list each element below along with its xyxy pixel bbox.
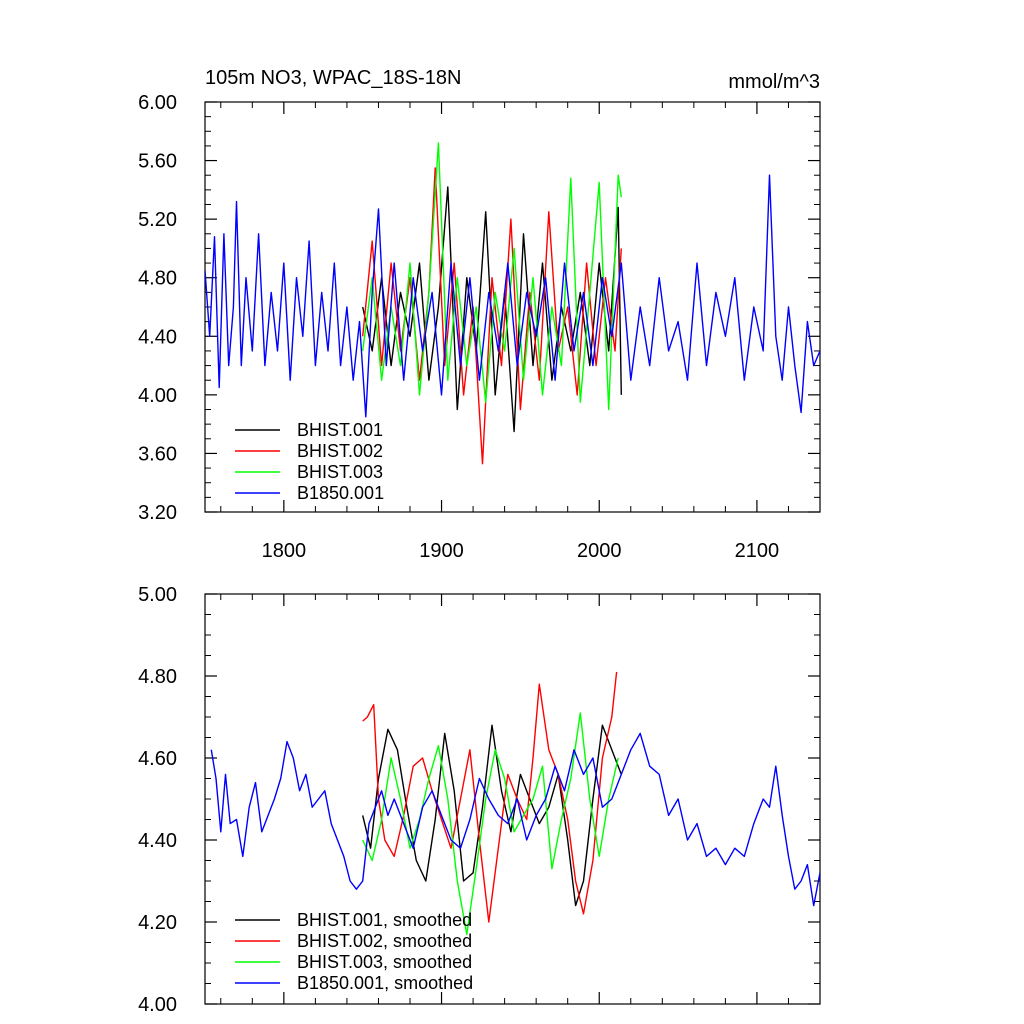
y-tick-label: 5.60 [138,151,177,173]
x-tick-label: 1900 [419,540,464,562]
y-tick-label: 4.60 [138,748,177,770]
legend-label: BHIST.003, smoothed [297,952,472,972]
series-line-b1850-001 [205,174,820,418]
top-panel-units: mmol/m^3 [728,71,820,93]
x-tick-label: 1800 [262,540,307,562]
x-tick-label: 2100 [735,540,780,562]
series-line-bhist-003-smoothed [362,712,619,935]
y-tick-label: 3.60 [138,443,177,465]
legend-label: B1850.001 [297,483,384,503]
series-line-bhist-002-smoothed [362,671,618,923]
series-line-b1850-001-smoothed [210,732,820,907]
legend-label: B1850.001, smoothed [297,973,473,993]
top-panel-title: 105m NO3, WPAC_18S-18N [205,67,461,89]
y-tick-label: 5.20 [138,209,177,231]
y-tick-label: 4.20 [138,912,177,934]
y-tick-label: 4.40 [138,830,177,852]
legend-label: BHIST.001, smoothed [297,910,472,930]
legend-label: BHIST.002, smoothed [297,931,472,951]
series-line-bhist-003 [362,142,622,411]
x-tick-label: 2000 [577,540,622,562]
legend-label: BHIST.003 [297,462,383,482]
top-panel: 105m NO3, WPAC_18S-18N mmol/m^3 3.20 3.60… [138,67,821,562]
y-tick-label: 4.40 [138,326,177,348]
y-tick-label: 4.80 [138,268,177,290]
y-tick-label: 4.00 [138,994,177,1016]
y-tick-label: 3.20 [138,502,177,524]
y-tick-label: 4.80 [138,666,177,688]
bottom-panel: 4.00 4.20 4.40 4.60 4.80 5.00 BHIST.001, smoot… [138,584,821,1016]
series-line-bhist-001-smoothed [362,724,622,907]
y-tick-label: 4.00 [138,385,177,407]
legend-label: BHIST.002 [297,441,383,461]
legend-label: BHIST.001 [297,420,383,440]
y-tick-label: 5.00 [138,584,177,606]
y-tick-label: 6.00 [138,92,177,114]
